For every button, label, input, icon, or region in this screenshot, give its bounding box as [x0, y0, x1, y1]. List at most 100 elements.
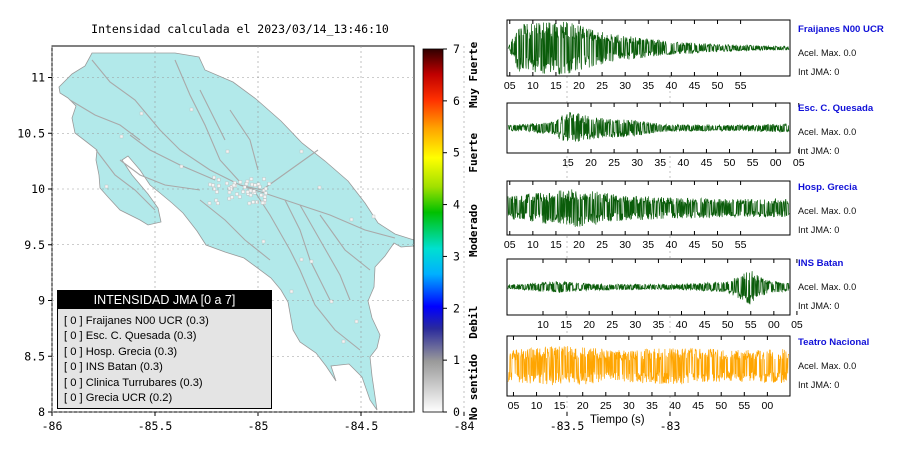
- time-tick-label: 05: [508, 400, 520, 412]
- station-marker: [349, 217, 354, 222]
- time-tick-label: 10: [527, 239, 539, 251]
- station-marker: [252, 189, 256, 193]
- station-name: INS Batan: [798, 258, 844, 269]
- time-tick-label: 40: [666, 239, 678, 251]
- lat-tick-label: 8: [38, 405, 45, 419]
- station-marker: [260, 201, 265, 205]
- time-tick-label: 40: [669, 400, 681, 412]
- time-tick-label: 50: [715, 400, 727, 412]
- time-tick-label: 50: [712, 80, 724, 92]
- lon-tick-label: -84.5: [344, 419, 379, 433]
- station-marker: [262, 177, 266, 181]
- station-acel: Acel. Max. 0.0: [798, 48, 857, 58]
- time-tick-label: 20: [577, 400, 589, 412]
- station-marker: [225, 149, 230, 154]
- lat-tick-label: 8.5: [24, 349, 45, 363]
- station-marker: [230, 195, 234, 200]
- station-name: Esc. C. Quesada: [798, 103, 874, 114]
- legend-row: [ 0 ] Grecia UCR (0.2): [64, 391, 173, 404]
- station-info-fraijanes: Fraijanes N00 UCR Acel. Max. 0.0 Int JMA…: [798, 23, 908, 82]
- lon-tick-label: -84: [454, 419, 475, 433]
- time-tick-label: 45: [692, 400, 704, 412]
- lat-tick-label: 11: [31, 71, 45, 85]
- time-tick-label: 15: [560, 319, 572, 331]
- station-acel: Acel. Max. 0.0: [798, 282, 857, 292]
- time-tick-label: 55: [745, 319, 757, 331]
- time-tick-label: 35: [646, 400, 658, 412]
- colorbar-tick-label: 5: [453, 146, 460, 160]
- station-marker: [253, 183, 257, 187]
- lat-tick-label: 10.5: [17, 126, 45, 140]
- station-marker: [263, 195, 267, 199]
- lat-tick-label: 10: [31, 182, 45, 196]
- road-line: [129, 134, 216, 181]
- road-line: [69, 99, 141, 141]
- station-marker: [261, 239, 266, 244]
- station-name: Hosp. Grecia: [798, 182, 858, 193]
- station-marker: [216, 177, 221, 182]
- station-marker: [232, 183, 236, 188]
- time-tick-label: 30: [623, 400, 635, 412]
- road-line: [199, 89, 226, 141]
- station-marker: [238, 195, 242, 199]
- colorbar-category-label: Debil: [467, 306, 480, 339]
- time-tick-label: 55: [738, 400, 750, 412]
- station-marker: [139, 111, 144, 116]
- lon-tick-label: -83: [660, 419, 681, 433]
- station-acel: Acel. Max. 0.0: [798, 361, 857, 371]
- time-tick-label: 20: [583, 319, 595, 331]
- road-line: [174, 59, 241, 183]
- time-tick-label: 25: [600, 400, 612, 412]
- legend-row: [ 0 ] Fraijanes N00 UCR (0.3): [64, 315, 209, 327]
- time-tick-label: 30: [631, 157, 643, 169]
- map-title: Intensidad calculada el 2023/03/14_13:46…: [91, 22, 389, 36]
- station-marker: [245, 190, 250, 194]
- time-tick-label: 50: [724, 157, 736, 169]
- time-tick-label: 00: [768, 319, 780, 331]
- station-marker: [317, 185, 322, 190]
- road-line: [284, 199, 331, 301]
- time-tick-label: 50: [722, 319, 734, 331]
- colorbar-category-label: Fuerte: [467, 132, 480, 172]
- time-tick-label: 15: [550, 80, 562, 92]
- time-tick-label: 20: [573, 80, 585, 92]
- station-info-grecia: Hosp. Grecia Acel. Max. 0.0 Int JMA: 0: [798, 181, 908, 240]
- time-tick-label: 55: [735, 80, 747, 92]
- legend-row: [ 0 ] Esc. C. Quesada (0.3): [64, 330, 197, 343]
- time-tick-label: 15: [550, 239, 562, 251]
- time-tick-label: 40: [676, 319, 688, 331]
- time-tick-label: 05: [504, 239, 516, 251]
- time-tick-label: 15: [554, 400, 566, 412]
- station-marker: [371, 214, 376, 219]
- lat-tick-label: 9.5: [24, 238, 45, 252]
- time-tick-label: 25: [608, 157, 620, 169]
- station-marker: [216, 184, 221, 188]
- time-tick-label: 25: [596, 239, 608, 251]
- time-tick-label: 50: [712, 239, 724, 251]
- time-tick-label: 55: [735, 239, 747, 251]
- road-line: [319, 214, 371, 271]
- station-marker: [216, 201, 220, 206]
- colorbar-category-label: Muy Fuerte: [467, 41, 480, 108]
- station-marker: [341, 339, 346, 344]
- station-marker: [264, 191, 268, 195]
- legend-row: [ 0 ] Clinica Turrubares (0.3): [64, 376, 203, 389]
- time-tick-label: 35: [654, 157, 666, 169]
- station-jma: Int JMA: 0: [798, 67, 840, 77]
- station-marker: [329, 299, 334, 304]
- time-tick-label: 20: [585, 157, 597, 169]
- time-tick-label: 30: [629, 319, 641, 331]
- colorbar-tick-label: 6: [453, 94, 460, 108]
- colorbar-tick-label: 2: [453, 301, 460, 315]
- road-line: [95, 149, 156, 211]
- station-marker: [244, 182, 249, 186]
- time-tick-label: 45: [689, 239, 701, 251]
- station-marker: [242, 185, 247, 190]
- station-marker: [259, 193, 263, 198]
- time-tick-label: 10: [537, 319, 549, 331]
- colorbar-tick-label: 7: [453, 42, 460, 56]
- road-line: [254, 191, 361, 351]
- colorbar-tick-label: 4: [453, 198, 460, 212]
- station-acel: Acel. Max. 0.0: [798, 206, 857, 216]
